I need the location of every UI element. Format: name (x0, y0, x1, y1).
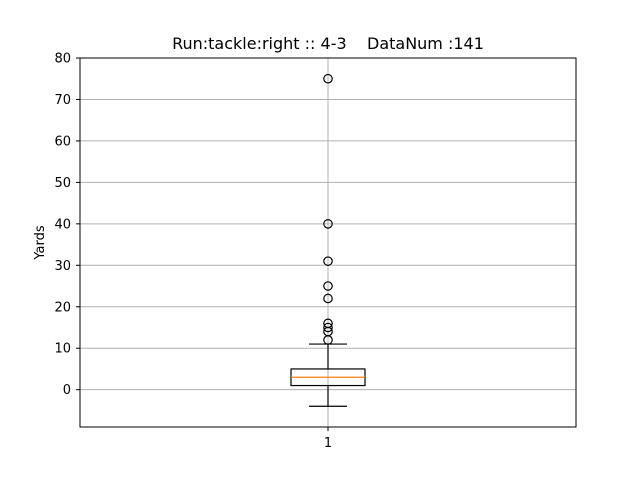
y-tick-label: 20 (54, 300, 71, 315)
y-tick-label: 10 (54, 342, 71, 357)
y-tick-label: 40 (54, 217, 71, 232)
outlier-point (323, 219, 333, 229)
outlier-point (323, 73, 333, 84)
y-tick-label: 60 (54, 134, 71, 149)
axis-ticks: 0 10 20 30 40 50 60 70 80 1 (54, 52, 332, 452)
outlier-point (323, 318, 333, 329)
x-tick-label: 1 (324, 436, 332, 451)
outlier-point (323, 281, 333, 291)
chart-title: Run:tackle:right :: 4-3 DataNum :141 (172, 34, 484, 53)
y-tick-label: 80 (54, 52, 71, 67)
y-tick-label: 30 (54, 259, 71, 274)
outlier-point (323, 322, 333, 333)
plot-area (290, 73, 366, 407)
y-tick-label: 70 (54, 93, 71, 108)
outlier-point (323, 256, 333, 266)
y-tick-label: 0 (63, 383, 71, 398)
y-axis-label: Yards (33, 225, 48, 260)
y-tick-label: 50 (54, 176, 71, 191)
outlier-point (323, 293, 333, 304)
